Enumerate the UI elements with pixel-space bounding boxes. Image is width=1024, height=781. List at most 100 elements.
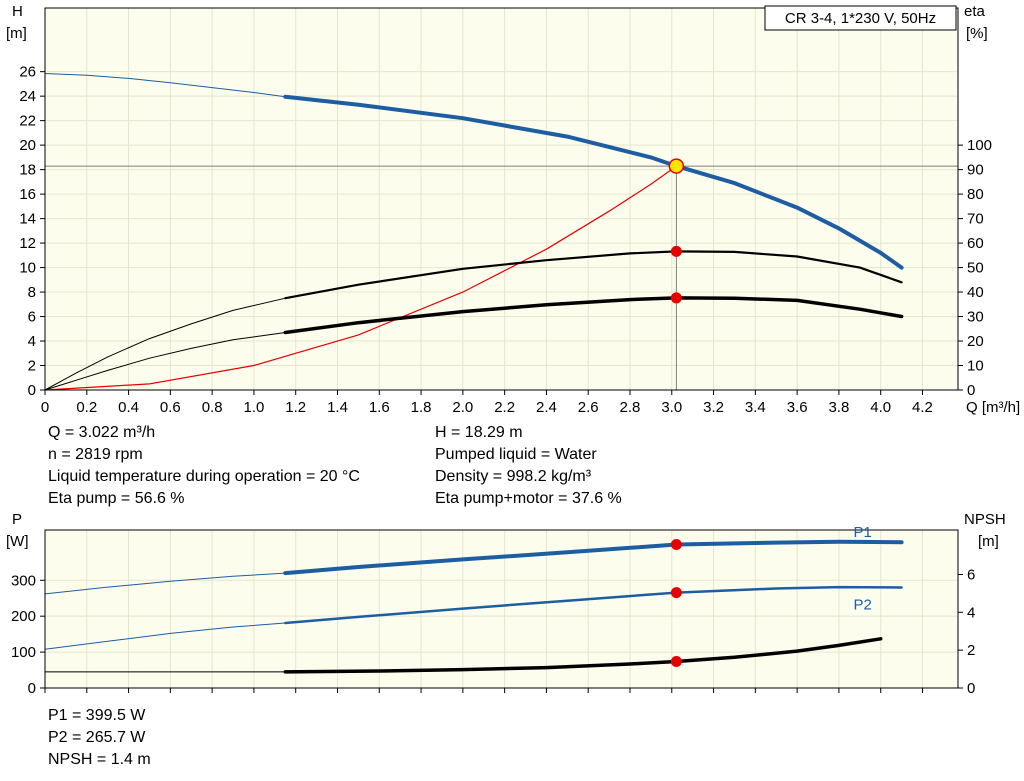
plot-area xyxy=(45,8,958,390)
left-axis-unit: [m] xyxy=(6,25,27,42)
duty-data-left: Q = 3.022 m³/h n = 2819 rpm Liquid tempe… xyxy=(48,422,360,510)
x-axis-unit-label: Q [m³/h] xyxy=(966,399,1020,416)
x-tick-label: 3.2 xyxy=(703,399,724,416)
right-axis-label: eta xyxy=(964,3,986,20)
left-tick-label: 12 xyxy=(19,235,36,252)
left-tick-label: 2 xyxy=(28,358,36,375)
x-tick-label: 0.4 xyxy=(118,399,139,416)
left-tick-label: 22 xyxy=(19,113,36,130)
right-tick-label: 0 xyxy=(967,382,975,399)
right-axis-label: NPSH xyxy=(964,511,1006,528)
left-tick-label: 8 xyxy=(28,284,36,301)
x-tick-label: 2.4 xyxy=(536,399,557,416)
right-tick-label: 80 xyxy=(967,186,984,203)
right-tick-label: 70 xyxy=(967,211,984,228)
speed-value: n = 2819 rpm xyxy=(48,446,143,463)
left-axis-label: H xyxy=(12,3,23,20)
x-tick-label: 3.6 xyxy=(787,399,808,416)
eta-pump-point xyxy=(670,245,682,257)
chart-title: CR 3-4, 1*230 V, 50Hz xyxy=(785,10,936,27)
eta-pump-lowflow xyxy=(44,297,286,391)
title-box xyxy=(764,5,957,31)
x-tick-label: 2.6 xyxy=(578,399,599,416)
left-tick-label: 6 xyxy=(28,309,36,326)
p1-curve xyxy=(283,539,904,576)
left-tick-label: 26 xyxy=(19,64,36,81)
duty-point xyxy=(668,158,685,174)
left-tick-label: 18 xyxy=(19,162,36,179)
x-tick-label: 0.8 xyxy=(202,399,223,416)
plot-area xyxy=(45,530,958,688)
right-tick-label: 0 xyxy=(967,680,975,697)
right-tick-label: 90 xyxy=(967,162,984,179)
right-tick-label: 60 xyxy=(967,235,984,252)
p2-lowflow xyxy=(44,622,286,650)
left-axis-unit: [W] xyxy=(6,533,29,550)
power-npsh-chart: 0 100 200 300 0 2 4 6 P [W] NPSH [m] P1 P2 xyxy=(6,511,1006,697)
right-axis-unit: [%] xyxy=(966,25,988,42)
x-tick-label: 0.2 xyxy=(76,399,97,416)
plot-frame xyxy=(44,7,959,391)
left-tick-label: 300 xyxy=(11,572,36,589)
x-tick-label: 1.2 xyxy=(285,399,306,416)
left-tick-label: 4 xyxy=(28,333,36,350)
x-tick-label: 1.0 xyxy=(243,399,264,416)
x-tick-label: 4.0 xyxy=(870,399,891,416)
right-tick-label: 10 xyxy=(967,358,984,375)
x-tick-label: 4.2 xyxy=(912,399,933,416)
x-tick-label: 2.8 xyxy=(620,399,641,416)
x-tick-label: 3.4 xyxy=(745,399,766,416)
right-tick-label: 50 xyxy=(967,260,984,277)
x-tick-label: 0 xyxy=(41,399,49,416)
left-axis-label: P xyxy=(12,511,22,528)
x-tick-label: 2.0 xyxy=(452,399,473,416)
density-value: Density = 998.2 kg/m³ xyxy=(435,468,592,485)
curve-label-p2: P2 xyxy=(854,597,872,614)
npsh-value: NPSH = 1.4 m xyxy=(48,751,151,768)
x-tick-label: 1.6 xyxy=(369,399,390,416)
left-tick-label: 100 xyxy=(11,644,36,661)
p1-lowflow xyxy=(44,572,286,595)
power-npsh-values: P1 = 399.5 W P2 = 265.7 W NPSH = 1.4 m xyxy=(48,705,151,771)
flow-value: Q = 3.022 m³/h xyxy=(48,424,156,441)
eta-pump-motor-value: Eta pump+motor = 37.6 % xyxy=(435,490,622,507)
eta-pump-motor-lowflow xyxy=(44,332,286,391)
p2-curve xyxy=(284,585,903,625)
right-tick-label: 6 xyxy=(967,566,975,583)
system-curve xyxy=(44,165,677,391)
left-tick-label: 0 xyxy=(28,382,36,399)
head-value: H = 18.29 m xyxy=(435,424,523,441)
eta-pump-motor-point xyxy=(670,292,682,304)
left-tick-label: 24 xyxy=(19,88,36,105)
left-tick-label: 10 xyxy=(19,260,36,277)
left-tick-label: 14 xyxy=(19,211,36,228)
npsh-curve xyxy=(283,637,883,674)
x-tick-label: 3.8 xyxy=(828,399,849,416)
liquid-temp-value: Liquid temperature during operation = 20… xyxy=(48,468,360,485)
eta-pump-curve xyxy=(284,250,903,300)
x-tick-label: 1.4 xyxy=(327,399,348,416)
left-tick-label: 200 xyxy=(11,608,36,625)
right-tick-label: 20 xyxy=(967,333,984,350)
p1-point xyxy=(670,539,682,551)
eta-pump-value: Eta pump = 56.6 % xyxy=(48,490,185,507)
right-tick-label: 30 xyxy=(967,309,984,326)
left-tick-label: 0 xyxy=(28,680,36,697)
hq-eta-chart: 0246810121416182022242601020304050607080… xyxy=(6,3,1020,416)
npsh-point xyxy=(670,656,682,668)
eta-pump-motor-curve xyxy=(283,296,904,335)
head-curve-lowflow xyxy=(44,73,286,98)
left-tick-label: 20 xyxy=(19,137,36,154)
pumped-liquid-value: Pumped liquid = Water xyxy=(435,446,597,463)
right-tick-label: 100 xyxy=(967,137,992,154)
right-tick-label: 2 xyxy=(967,642,975,659)
x-tick-label: 2.2 xyxy=(494,399,515,416)
x-tick-label: 1.8 xyxy=(411,399,432,416)
p2-point xyxy=(670,587,682,599)
x-tick-label: 0.6 xyxy=(160,399,181,416)
right-tick-label: 40 xyxy=(967,284,984,301)
duty-data-right: H = 18.29 m Pumped liquid = Water Densit… xyxy=(435,422,622,510)
plot-frame xyxy=(44,529,959,689)
right-tick-label: 4 xyxy=(967,604,975,621)
right-axis-unit: [m] xyxy=(978,533,999,550)
